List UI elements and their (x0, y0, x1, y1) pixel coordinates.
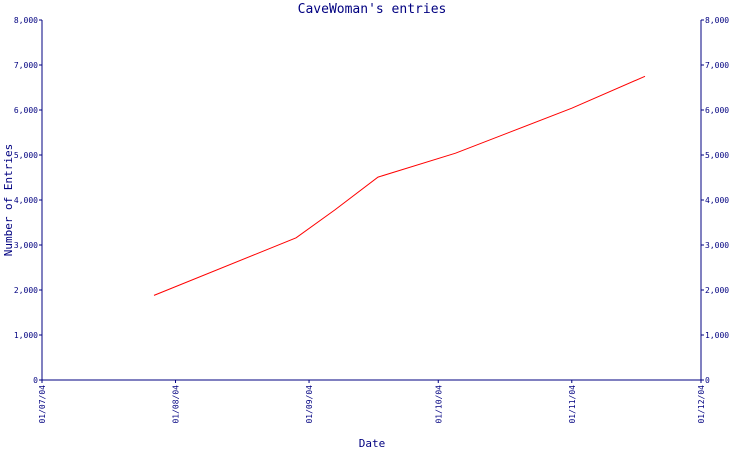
x-tick-label: 01/11/04 (568, 385, 577, 424)
y-tick-label-right: 7,000 (705, 61, 729, 70)
y-tick-label-right: 8,000 (705, 16, 729, 25)
y-tick-label-left: 6,000 (14, 106, 38, 115)
y-tick-label-right: 2,000 (705, 286, 729, 295)
x-tick-label: 01/10/04 (434, 385, 443, 424)
y-axis-label: Number of Entries (2, 144, 15, 257)
x-tick-label: 01/07/04 (38, 385, 47, 424)
y-tick-label-right: 4,000 (705, 196, 729, 205)
y-tick-label-left: 2,000 (14, 286, 38, 295)
series-line (153, 75, 646, 296)
x-tick-label: 01/09/04 (305, 385, 314, 424)
y-tick-label-left: 3,000 (14, 241, 38, 250)
y-tick-label-right: 5,000 (705, 151, 729, 160)
y-tick-label-right: 0 (705, 376, 710, 385)
y-tick-label-left: 8,000 (14, 16, 38, 25)
y-tick-label-right: 3,000 (705, 241, 729, 250)
y-tick-label-left: 4,000 (14, 196, 38, 205)
y-tick-label-left: 7,000 (14, 61, 38, 70)
series-layer (153, 75, 646, 296)
x-tick-label: 01/08/04 (172, 385, 181, 424)
axes: 0 0 1,000 1,000 2,000 2,000 3,000 3,000 4,000 4,0… (14, 16, 729, 424)
y-tick-label-left: 5,000 (14, 151, 38, 160)
y-tick-label-left: 0 (33, 376, 38, 385)
y-tick-label-right: 6,000 (705, 106, 729, 115)
chart-title: CaveWoman's entries (298, 2, 447, 17)
y-tick-label-right: 1,000 (705, 331, 729, 340)
y-tick-label-left: 1,000 (14, 331, 38, 340)
x-tick-label: 01/12/04 (697, 385, 706, 424)
x-axis-label: Date (359, 437, 386, 450)
